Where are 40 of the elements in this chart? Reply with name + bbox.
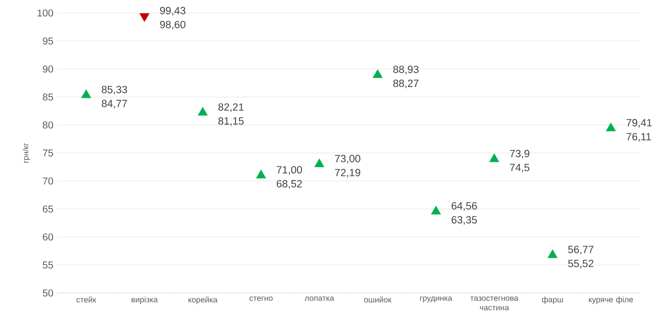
data-label: 64,56: [452, 202, 477, 211]
y-tick-label: 80: [42, 121, 54, 129]
data-label: 73,00: [335, 154, 360, 164]
data-label: 79,41: [626, 119, 652, 128]
data-label: 73,9: [510, 150, 530, 159]
y-tick-label: 50: [42, 289, 54, 297]
point: [81, 89, 92, 98]
point: [198, 106, 208, 116]
data-label: 99,43: [160, 6, 186, 16]
y-tick-label: 55: [42, 262, 54, 268]
y-tick-label: 75: [42, 150, 54, 156]
y-tick-label: 100: [38, 9, 54, 17]
y-tick-label: 90: [42, 65, 54, 73]
annotation: 81,15: [218, 117, 244, 126]
data-label: 56,77: [568, 246, 594, 254]
annotation: 68,52: [276, 180, 302, 189]
data-label: 82,21: [218, 103, 244, 112]
annotation: 63,35: [452, 216, 477, 225]
annotation: 88,27: [393, 80, 418, 88]
annotation: 74,5: [510, 164, 530, 172]
y-tick-label: 95: [42, 37, 54, 45]
annotation: 55,52: [568, 260, 594, 268]
annotation: 84,77: [102, 100, 127, 108]
data-label: 85,33: [102, 86, 128, 94]
annotation: 76,11: [626, 132, 651, 142]
y-tick-label: 70: [42, 177, 54, 185]
data-label: 88,93: [393, 66, 419, 74]
point: [548, 249, 558, 258]
point: [431, 206, 441, 214]
data-label: 71,00: [276, 166, 302, 175]
point: [606, 122, 616, 132]
annotation: 72,19: [335, 168, 360, 178]
point: [489, 153, 500, 162]
y-tick-label: 65: [42, 205, 54, 213]
annotation: 98,60: [160, 20, 186, 30]
point: [314, 158, 324, 168]
point: [372, 69, 383, 78]
point: [256, 170, 266, 178]
y-tick-label: 60: [42, 233, 54, 241]
y-tick-label: 85: [42, 93, 54, 101]
